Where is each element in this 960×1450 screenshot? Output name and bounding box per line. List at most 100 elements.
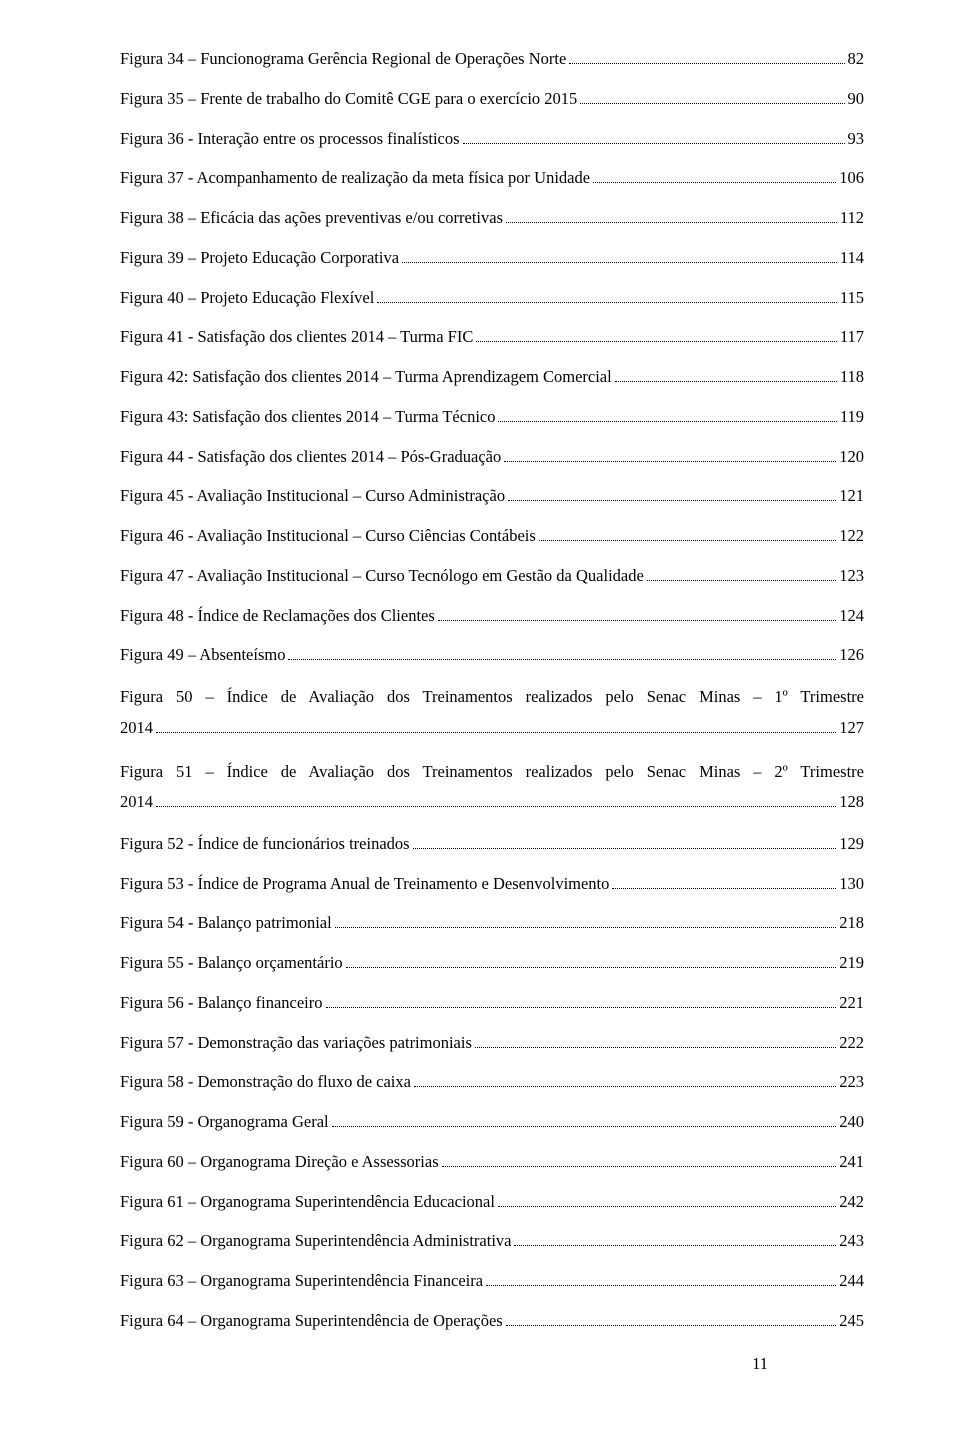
- toc-page-number: 121: [839, 485, 864, 507]
- toc-entry: Figura 60 – Organograma Direção e Assess…: [120, 1151, 864, 1173]
- toc-leader-dots: [475, 1047, 836, 1048]
- toc-entry: Figura 56 - Balanço financeiro 221: [120, 992, 864, 1014]
- toc-label: Figura 53 - Índice de Programa Anual de …: [120, 873, 609, 895]
- toc-label: Figura 41 - Satisfação dos clientes 2014…: [120, 326, 473, 348]
- toc-leader-dots: [326, 1007, 837, 1008]
- toc-leader-dots: [486, 1285, 836, 1286]
- toc-leader-dots: [156, 806, 836, 807]
- toc-page-number: 243: [839, 1230, 864, 1252]
- toc-page-number: 118: [840, 366, 864, 388]
- toc-page-number: 218: [839, 912, 864, 934]
- toc-label: Figura 37 - Acompanhamento de realização…: [120, 167, 590, 189]
- toc-leader-dots: [414, 1086, 836, 1087]
- toc-entry: Figura 40 – Projeto Educação Flexível115: [120, 287, 864, 309]
- toc-entry: Figura 50 – Índice de Avaliação dos Trei…: [120, 684, 864, 741]
- toc-entry: Figura 63 – Organograma Superintendência…: [120, 1270, 864, 1292]
- toc-page-number: 127: [839, 715, 864, 741]
- toc-leader-dots: [498, 421, 836, 422]
- toc-page-number: 122: [839, 525, 864, 547]
- toc-leader-dots: [346, 967, 837, 968]
- toc-label: Figura 64 – Organograma Superintendência…: [120, 1310, 503, 1332]
- toc-label: Figura 38 – Eficácia das ações preventiv…: [120, 207, 503, 229]
- toc-leader-dots: [463, 143, 845, 144]
- toc-page-number: 126: [839, 644, 864, 666]
- toc-leader-dots: [593, 182, 836, 183]
- toc-page-number: 115: [840, 287, 864, 309]
- toc-page-number: 119: [840, 406, 864, 428]
- toc-entry: Figura 42: Satisfação dos clientes 2014 …: [120, 366, 864, 388]
- toc-leader-dots: [506, 1325, 837, 1326]
- toc-label: Figura 56 - Balanço financeiro: [120, 992, 323, 1014]
- toc-label: Figura 59 - Organograma Geral: [120, 1111, 329, 1133]
- toc-page-number: 129: [839, 833, 864, 855]
- toc-label-line1: Figura 50 – Índice de Avaliação dos Trei…: [120, 684, 864, 710]
- toc-entry: Figura 57 - Demonstração das variações p…: [120, 1032, 864, 1054]
- toc-leader-dots: [402, 262, 837, 263]
- toc-entry: Figura 48 - Índice de Reclamações dos Cl…: [120, 605, 864, 627]
- toc-entry: Figura 37 - Acompanhamento de realização…: [120, 167, 864, 189]
- toc-label: Figura 58 - Demonstração do fluxo de cai…: [120, 1071, 411, 1093]
- toc-entry: Figura 52 - Índice de funcionários trein…: [120, 833, 864, 855]
- toc-label: Figura 45 - Avaliação Institucional – Cu…: [120, 485, 505, 507]
- toc-entry: Figura 49 – Absenteísmo 126: [120, 644, 864, 666]
- toc-leader-dots: [615, 381, 837, 382]
- toc-leader-dots: [569, 63, 844, 64]
- toc-entry: Figura 47 - Avaliação Institucional – Cu…: [120, 565, 864, 587]
- toc-page-number: 90: [848, 88, 865, 110]
- toc-entry: Figura 53 - Índice de Programa Anual de …: [120, 873, 864, 895]
- toc-entry: Figura 61 – Organograma Superintendência…: [120, 1191, 864, 1213]
- toc-leader-dots: [539, 540, 836, 541]
- toc-entry: Figura 51 – Índice de Avaliação dos Trei…: [120, 759, 864, 816]
- toc-label-line1: Figura 51 – Índice de Avaliação dos Trei…: [120, 759, 864, 785]
- toc-page-number: 221: [839, 992, 864, 1014]
- toc-entry: Figura 39 – Projeto Educação Corporativa…: [120, 247, 864, 269]
- toc-entry: Figura 46 - Avaliação Institucional – Cu…: [120, 525, 864, 547]
- toc-page-number: 123: [839, 565, 864, 587]
- toc-page-number: 240: [839, 1111, 864, 1133]
- toc-page-number: 112: [840, 207, 864, 229]
- toc-page-number: 93: [848, 128, 865, 150]
- toc-label: Figura 62 – Organograma Superintendência…: [120, 1230, 511, 1252]
- toc-label: Figura 47 - Avaliação Institucional – Cu…: [120, 565, 644, 587]
- toc-page-number: 241: [839, 1151, 864, 1173]
- toc-label: Figura 36 - Interação entre os processos…: [120, 128, 460, 150]
- page-number: 11: [752, 1354, 768, 1374]
- toc-entry: Figura 64 – Organograma Superintendência…: [120, 1310, 864, 1332]
- toc-entry: Figura 41 - Satisfação dos clientes 2014…: [120, 326, 864, 348]
- toc-entry: Figura 54 - Balanço patrimonial218: [120, 912, 864, 934]
- toc-entry: Figura 62 – Organograma Superintendência…: [120, 1230, 864, 1252]
- toc-page-number: 130: [839, 873, 864, 895]
- toc-page-number: 106: [839, 167, 864, 189]
- toc-leader-dots: [335, 927, 837, 928]
- toc-leader-dots: [377, 302, 837, 303]
- toc-entry: Figura 34 – Funcionograma Gerência Regio…: [120, 48, 864, 70]
- toc-page-number: 117: [840, 326, 864, 348]
- toc-label: Figura 63 – Organograma Superintendência…: [120, 1270, 483, 1292]
- toc-leader-dots: [156, 732, 836, 733]
- toc-label: Figura 35 – Frente de trabalho do Comitê…: [120, 88, 577, 110]
- toc-page-number: 219: [839, 952, 864, 974]
- toc-leader-dots: [514, 1245, 836, 1246]
- toc-label: Figura 39 – Projeto Educação Corporativa: [120, 247, 399, 269]
- toc-leader-dots: [438, 620, 836, 621]
- toc-label: Figura 61 – Organograma Superintendência…: [120, 1191, 495, 1213]
- toc-leader-dots: [288, 659, 836, 660]
- toc-page-number: 242: [839, 1191, 864, 1213]
- toc-entry: Figura 59 - Organograma Geral 240: [120, 1111, 864, 1133]
- toc-leader-dots: [612, 888, 836, 889]
- toc-entry: Figura 38 – Eficácia das ações preventiv…: [120, 207, 864, 229]
- toc-label: Figura 48 - Índice de Reclamações dos Cl…: [120, 605, 435, 627]
- toc-page-number: 245: [839, 1310, 864, 1332]
- toc-page-number: 128: [839, 789, 864, 815]
- toc-label: Figura 34 – Funcionograma Gerência Regio…: [120, 48, 566, 70]
- toc-leader-dots: [580, 103, 844, 104]
- toc-label: Figura 49 – Absenteísmo: [120, 644, 285, 666]
- toc-leader-dots: [442, 1166, 837, 1167]
- toc-entry: Figura 36 - Interação entre os processos…: [120, 128, 864, 150]
- toc-leader-dots: [506, 222, 837, 223]
- toc-page-number: 222: [839, 1032, 864, 1054]
- toc-page-number: 223: [839, 1071, 864, 1093]
- toc-entry: Figura 43: Satisfação dos clientes 2014 …: [120, 406, 864, 428]
- toc-label: Figura 60 – Organograma Direção e Assess…: [120, 1151, 439, 1173]
- toc-leader-dots: [498, 1206, 836, 1207]
